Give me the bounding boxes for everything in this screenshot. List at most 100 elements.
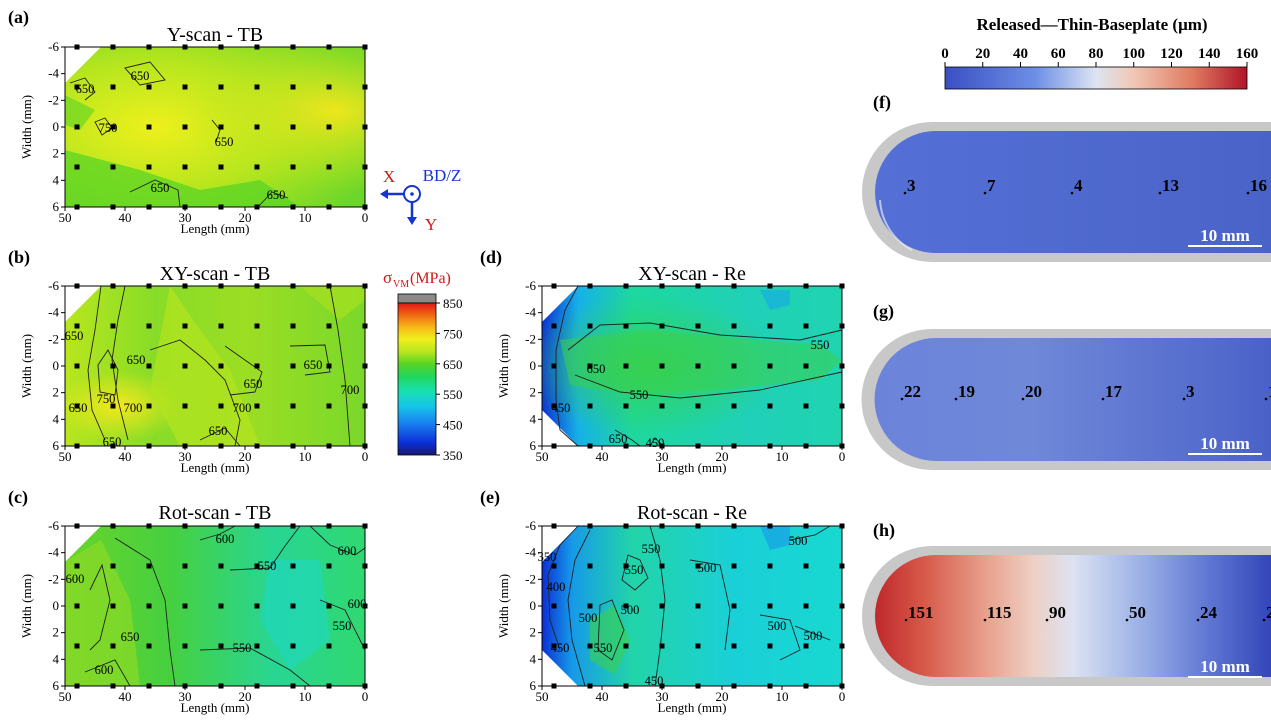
measurement-point: [551, 323, 557, 329]
x-tick-label: 40: [596, 449, 609, 464]
measurement-value: 19: [958, 382, 975, 401]
axis-icon-z-label: BD/Z: [423, 166, 462, 185]
plate-surface: [874, 338, 1271, 461]
y-tick-label: 6: [530, 678, 537, 693]
x-tick-label: 50: [536, 449, 549, 464]
x-axis-label: Length (mm): [181, 700, 250, 715]
contour-label: 700: [233, 401, 252, 415]
colorbar-tick-label: 750: [443, 326, 463, 341]
measurement-value: 24: [1200, 603, 1218, 622]
y-tick-label: -6: [48, 518, 59, 533]
colorbar-tick-label: 140: [1198, 46, 1221, 62]
measurement-point: [326, 124, 332, 130]
x-tick-label: 0: [362, 449, 369, 464]
panel-b: (b) XY-scan - TB 650 650 650 650 750 700…: [8, 247, 365, 449]
panel-h: (h) 151 115 90 50 24 2 10 mm: [862, 520, 1271, 686]
x-tick-label: 40: [119, 689, 132, 704]
measurement-point: [182, 363, 188, 369]
measurement-dot: [983, 618, 987, 622]
x-tick-label: 0: [362, 210, 369, 225]
measurement-point: [74, 124, 80, 130]
measurement-dot: [1021, 397, 1025, 401]
colorbar-title: Released—Thin-Baseplate (μm): [976, 15, 1207, 34]
y-tick-label: -6: [48, 278, 59, 293]
measurement-value: 7: [987, 176, 996, 195]
plate-edge-highlight: [879, 199, 913, 251]
colorbar-tick-label: 80: [1089, 46, 1104, 62]
measurement-point: [731, 363, 737, 369]
measurement-point: [146, 603, 152, 609]
scalebar-label: 10 mm: [1200, 226, 1250, 245]
chart-title-e: Rot-scan - Re: [637, 502, 747, 524]
measurement-point: [587, 643, 593, 649]
contours-e: [547, 525, 831, 687]
panel-g: (g) 22 19 20 17 3 1 10 mm: [861, 301, 1271, 470]
measurement-point: [110, 563, 116, 569]
y-tick-label: 6: [530, 438, 537, 453]
measurement-point: [290, 403, 296, 409]
measurement-value: 16: [1250, 176, 1267, 195]
measurement-point: [254, 603, 260, 609]
x-tick-label: 10: [299, 210, 312, 225]
measurement-dot: [1158, 191, 1162, 195]
colorbar-overflow: [397, 293, 437, 304]
measurement-dot: [1196, 618, 1200, 622]
coordinate-axes-icon: X BD/Z Y: [380, 166, 461, 234]
chart-title-b: XY-scan - TB: [160, 263, 271, 285]
measurement-point: [182, 603, 188, 609]
measurement-point: [803, 563, 809, 569]
colorbar-tick-label: 60: [1051, 46, 1066, 62]
contour-label: 650: [76, 82, 95, 96]
x-tick-label: 10: [299, 689, 312, 704]
measurement-point: [74, 603, 80, 609]
measurement-dot: [983, 191, 987, 195]
measurement-point: [587, 323, 593, 329]
y-tick-label: 0: [53, 358, 60, 373]
y-tick-label: 4: [530, 411, 537, 426]
displacement-colorbar: Released—Thin-Baseplate (μm) 0 20 40 60 80 10…: [941, 15, 1258, 90]
contour-label: 700: [124, 401, 143, 415]
colorbar-tick-label: 120: [1160, 46, 1183, 62]
x-tick-label: 10: [776, 689, 789, 704]
axes-c: 50 40 30 20 10 0 -6 -4 -2 0 2 4 6 Length (mm) Width (m…: [19, 518, 368, 715]
colorbar-tick-label: 0: [941, 46, 949, 62]
measurement-point: [218, 164, 224, 170]
measurement-point: [74, 363, 80, 369]
measurement-point: [254, 363, 260, 369]
y-tick-label: -2: [48, 571, 59, 586]
contour-label: 600: [66, 572, 85, 586]
colorbar-tick-label: 160: [1236, 46, 1259, 62]
measurement-point: [254, 563, 260, 569]
contour-label: 650: [244, 377, 263, 391]
x-axis-label: Length (mm): [658, 700, 727, 715]
axes-d: 50 40 30 20 10 0 -6 -4 -2 0 2 4 6 Length (mm) Width (m…: [496, 278, 845, 475]
y-tick-label: 2: [530, 385, 537, 400]
measurement-point: [74, 643, 80, 649]
measurement-value: 3: [1186, 382, 1195, 401]
annotations-h: 151 115 90 50 24 2: [904, 603, 1271, 622]
measurement-point: [218, 563, 224, 569]
measurement-point: [659, 403, 665, 409]
contour-label: 650: [267, 188, 286, 202]
measurement-point: [254, 323, 260, 329]
measurement-point: [551, 363, 557, 369]
measurement-point: [695, 563, 701, 569]
contours-d: [555, 285, 843, 447]
measurement-point: [767, 323, 773, 329]
measurement-dot: [1045, 618, 1049, 622]
y-tick-label: 0: [530, 358, 537, 373]
measurement-point: [659, 563, 665, 569]
contour-label: 500: [621, 603, 640, 617]
y-tick-label: 2: [53, 625, 60, 640]
contour-labels-e: 350 550 550 500 500 400 500 500 500 500 …: [538, 534, 823, 688]
y-tick-label: 4: [530, 651, 537, 666]
colorbar-ticks: 0 20 40 60 80 100 120 140 160: [941, 46, 1258, 67]
contour-label: 550: [625, 563, 644, 577]
panel-label-h: (h): [873, 520, 895, 541]
measurement-point: [182, 124, 188, 130]
measurement-point: [290, 124, 296, 130]
measurement-point: [623, 563, 629, 569]
chart-title-d: XY-scan - Re: [638, 263, 746, 285]
x-arrowhead-icon: [380, 189, 388, 199]
measurement-point: [587, 563, 593, 569]
